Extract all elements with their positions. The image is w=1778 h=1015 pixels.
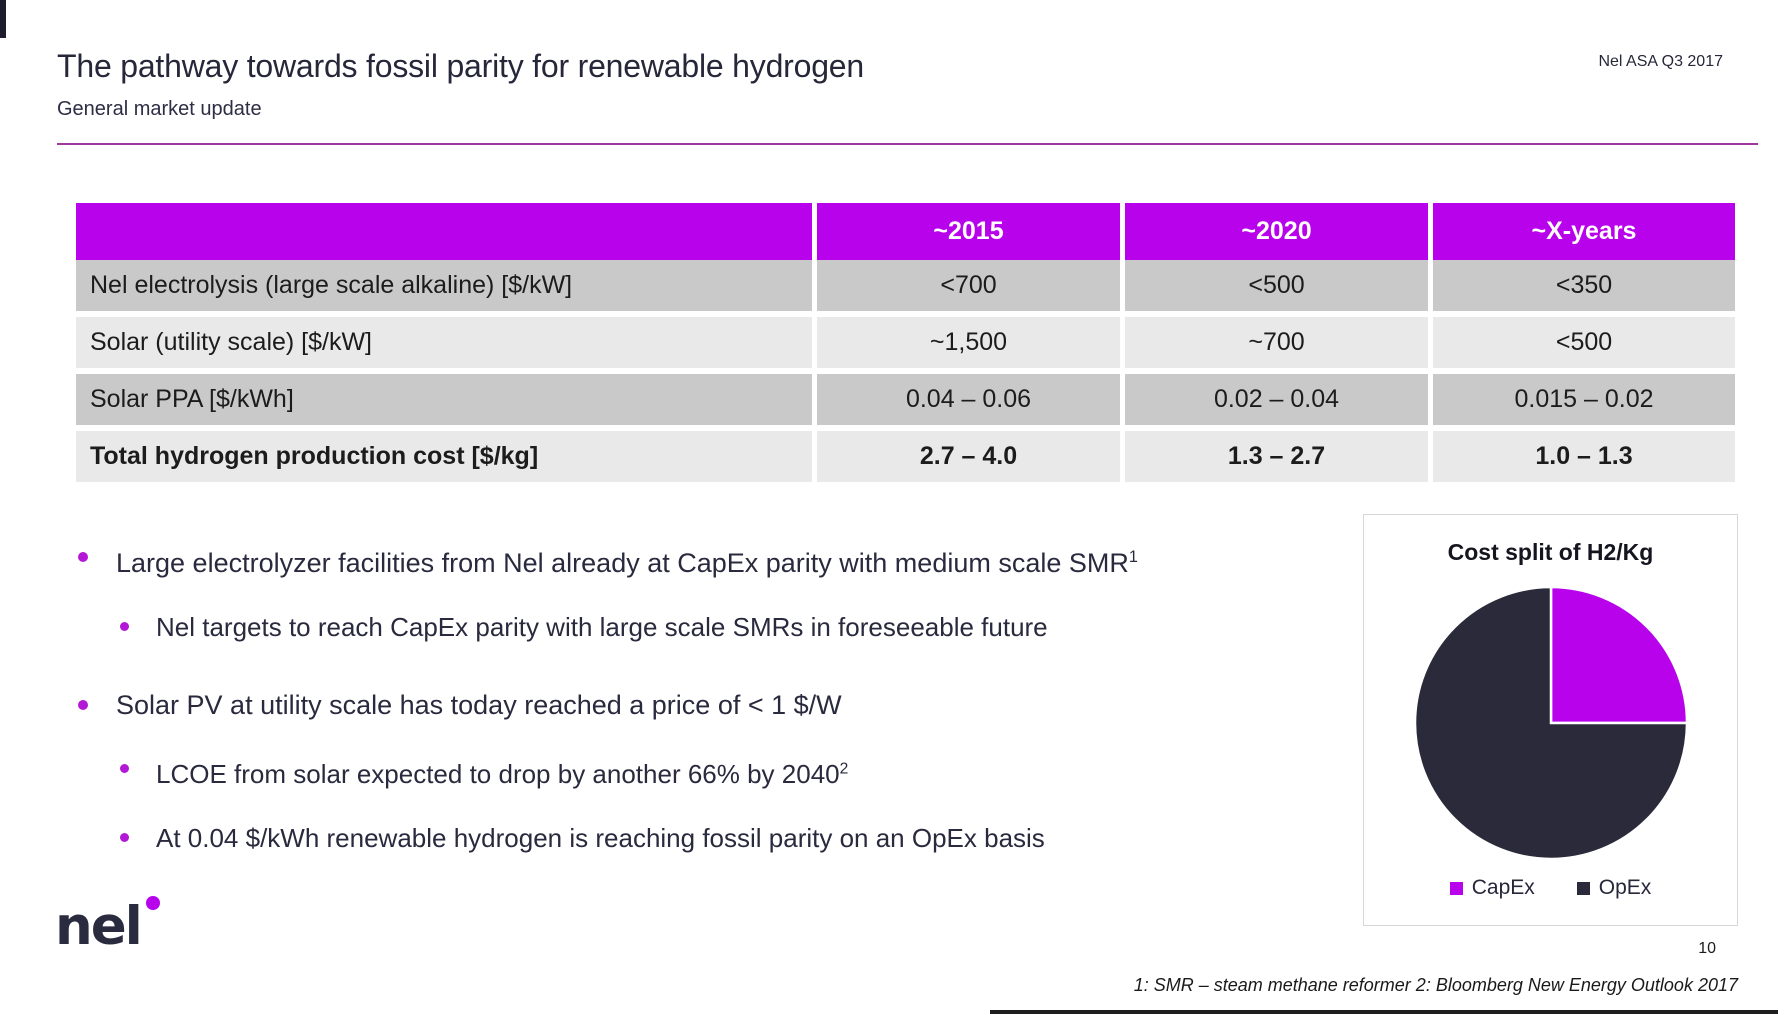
bullet-item: Large electrolyzer facilities from Nel a… — [64, 540, 1244, 580]
table-cell: <500 — [1125, 260, 1428, 311]
table-row-label: Solar (utility scale) [$/kW] — [76, 317, 812, 368]
footnote: 1: SMR – steam methane reformer 2: Bloom… — [1133, 975, 1738, 995]
table-cell: <350 — [1433, 260, 1735, 311]
bullet-dot-icon — [120, 622, 129, 631]
table-cell: 1.3 – 2.7 — [1125, 431, 1428, 482]
bullet-item: At 0.04 $/kWh renewable hydrogen is reac… — [64, 821, 1244, 855]
bullet-text: Large electrolyzer facilities from Nel a… — [116, 548, 1138, 578]
page-subtitle: General market update — [57, 98, 262, 120]
nel-logo-dot-icon — [145, 896, 160, 910]
bullet-list: Large electrolyzer facilities from Nel a… — [64, 540, 1244, 885]
bullet-text: Solar PV at utility scale has today reac… — [116, 690, 842, 720]
window-edge-artifact — [0, 0, 6, 38]
table-cell: 0.04 – 0.06 — [817, 374, 1120, 425]
bullet-dot-icon — [120, 764, 129, 773]
bottom-edge-artifact — [990, 1010, 1778, 1014]
pie-chart — [1413, 585, 1688, 861]
footnote-reference: 1 — [1128, 548, 1138, 566]
legend-swatch-icon — [1576, 881, 1590, 895]
nel-logo: nel — [55, 896, 160, 957]
bullet-dot-icon — [78, 700, 88, 710]
table-cell: <500 — [1433, 317, 1735, 368]
cost-split-chart-panel: Cost split of H2/Kg CapEx OpEx — [1363, 514, 1738, 926]
pie-slice-capex — [1549, 585, 1688, 725]
table-row-label: Solar PPA [$/kWh] — [76, 374, 812, 425]
cost-table: ~2015 ~2020 ~X-years Nel electrolysis (larg… — [76, 203, 1735, 482]
legend-item-capex: CapEx — [1449, 876, 1535, 900]
table-cell: 0.015 – 0.02 — [1433, 374, 1735, 425]
nel-logo-text: nel — [55, 896, 143, 957]
table-header-2015: ~2015 — [817, 203, 1120, 260]
bullet-item: LCOE from solar expected to drop by anot… — [64, 752, 1244, 791]
table-cell: ~700 — [1125, 317, 1428, 368]
table-header-empty — [76, 203, 812, 260]
footnote-reference: 2 — [839, 760, 849, 777]
table-header-2020: ~2020 — [1125, 203, 1428, 260]
bullet-text: LCOE from solar expected to drop by anot… — [156, 758, 849, 789]
legend-swatch-icon — [1449, 881, 1463, 895]
page-title: The pathway towards fossil parity for re… — [57, 48, 865, 84]
title-divider-line — [57, 143, 1758, 145]
bullet-item: Solar PV at utility scale has today reac… — [64, 688, 1244, 722]
bullet-dot-icon — [78, 552, 88, 562]
chart-title: Cost split of H2/Kg — [1447, 539, 1654, 565]
table-cell: ~1,500 — [817, 317, 1120, 368]
page-number: 10 — [1698, 940, 1716, 957]
bullet-dot-icon — [120, 832, 129, 842]
report-label: Nel ASA Q3 2017 — [1598, 53, 1723, 70]
table-row-label: Total hydrogen production cost [$/kg] — [76, 431, 812, 482]
bullet-text: Nel targets to reach CapEx parity with l… — [156, 612, 1048, 642]
legend-item-opex: OpEx — [1576, 876, 1652, 900]
legend-label: CapEx — [1471, 876, 1535, 899]
legend-label: OpEx — [1598, 876, 1652, 899]
table-cell: 1.0 – 1.3 — [1433, 431, 1735, 482]
table-cell: 2.7 – 4.0 — [817, 431, 1120, 482]
bullet-text: At 0.04 $/kWh renewable hydrogen is reac… — [156, 822, 1045, 853]
table-header-xyears: ~X-years — [1433, 203, 1735, 260]
pie-slice-opex — [1413, 585, 1688, 861]
table-cell: 0.02 – 0.04 — [1125, 374, 1428, 425]
table-row-label: Nel electrolysis (large scale alkaline) … — [76, 260, 812, 311]
chart-legend: CapEx OpEx — [1364, 876, 1737, 900]
table-cell: <700 — [817, 260, 1120, 311]
bullet-item: Nel targets to reach CapEx parity with l… — [64, 610, 1244, 644]
